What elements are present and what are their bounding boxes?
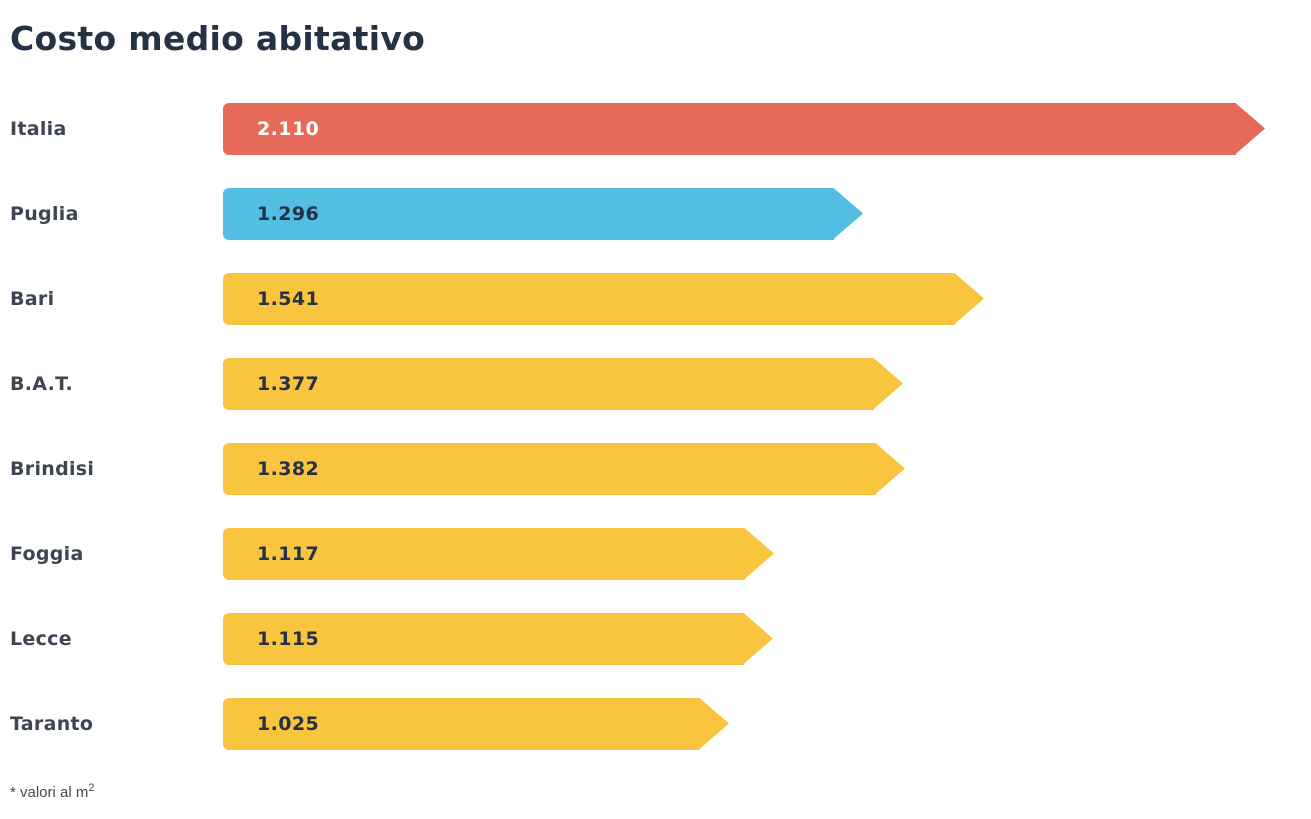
- bar-value-label: 1.025: [257, 712, 320, 735]
- category-label-brindisi: Brindisi: [10, 457, 95, 480]
- chart-row: B.A.T. 1.377: [10, 341, 1311, 426]
- chart-row: Foggia 1.117: [10, 511, 1311, 596]
- bar-foggia: 1.117: [223, 527, 774, 580]
- category-label-puglia: Puglia: [10, 202, 79, 225]
- bar-value-label: 1.382: [257, 457, 320, 480]
- bar-body: 1.382: [223, 442, 876, 495]
- bar-body: 1.296: [223, 187, 834, 240]
- bar-italia: 2.110: [223, 102, 1265, 155]
- category-label-lecce: Lecce: [10, 627, 72, 650]
- bar-arrow-tip: [699, 697, 729, 750]
- bar-taranto: 1.025: [223, 697, 729, 750]
- chart-title: Costo medio abitativo: [10, 19, 426, 58]
- bar-value-label: 2.110: [257, 117, 320, 140]
- bar-value-label: 1.377: [257, 372, 320, 395]
- bar-arrow-tip: [875, 442, 905, 495]
- bar-chart: Italia 2.110 Puglia 1.296 Bari 1.541 B.A.T. 1.3…: [10, 86, 1311, 766]
- chart-row: Puglia 1.296: [10, 171, 1311, 256]
- bar-arrow-tip: [743, 612, 773, 665]
- bar-value-label: 1.296: [257, 202, 320, 225]
- footnote-text: * valori al m: [10, 784, 89, 801]
- chart-row: Taranto 1.025: [10, 681, 1311, 766]
- bar-body: 1.541: [223, 272, 955, 325]
- bar-arrow-tip: [744, 527, 774, 580]
- bar-arrow-tip: [1235, 102, 1265, 155]
- bar-body: 1.115: [223, 612, 744, 665]
- bar-body: 1.377: [223, 357, 874, 410]
- bar-body: 2.110: [223, 102, 1236, 155]
- bar-value-label: 1.117: [257, 542, 320, 565]
- bar-value-label: 1.541: [257, 287, 320, 310]
- chart-row: Italia 2.110: [10, 86, 1311, 171]
- category-label-bat: B.A.T.: [10, 372, 74, 395]
- bar-lecce: 1.115: [223, 612, 773, 665]
- chart-row: Brindisi 1.382: [10, 426, 1311, 511]
- footnote: * valori al m2: [10, 782, 1311, 801]
- footnote-superscript: 2: [88, 782, 95, 794]
- bar-body: 1.025: [223, 697, 700, 750]
- bar-bat: 1.377: [223, 357, 903, 410]
- bar-bari: 1.541: [223, 272, 984, 325]
- category-label-foggia: Foggia: [10, 542, 84, 565]
- bar-arrow-tip: [873, 357, 903, 410]
- category-label-taranto: Taranto: [10, 712, 94, 735]
- bar-arrow-tip: [833, 187, 863, 240]
- bar-puglia: 1.296: [223, 187, 863, 240]
- category-label-italia: Italia: [10, 117, 67, 140]
- bar-arrow-tip: [954, 272, 984, 325]
- category-label-bari: Bari: [10, 287, 55, 310]
- bar-body: 1.117: [223, 527, 745, 580]
- chart-row: Lecce 1.115: [10, 596, 1311, 681]
- bar-brindisi: 1.382: [223, 442, 905, 495]
- bar-value-label: 1.115: [257, 627, 320, 650]
- chart-row: Bari 1.541: [10, 256, 1311, 341]
